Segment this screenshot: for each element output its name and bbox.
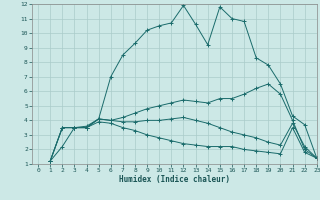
X-axis label: Humidex (Indice chaleur): Humidex (Indice chaleur) [119,175,230,184]
